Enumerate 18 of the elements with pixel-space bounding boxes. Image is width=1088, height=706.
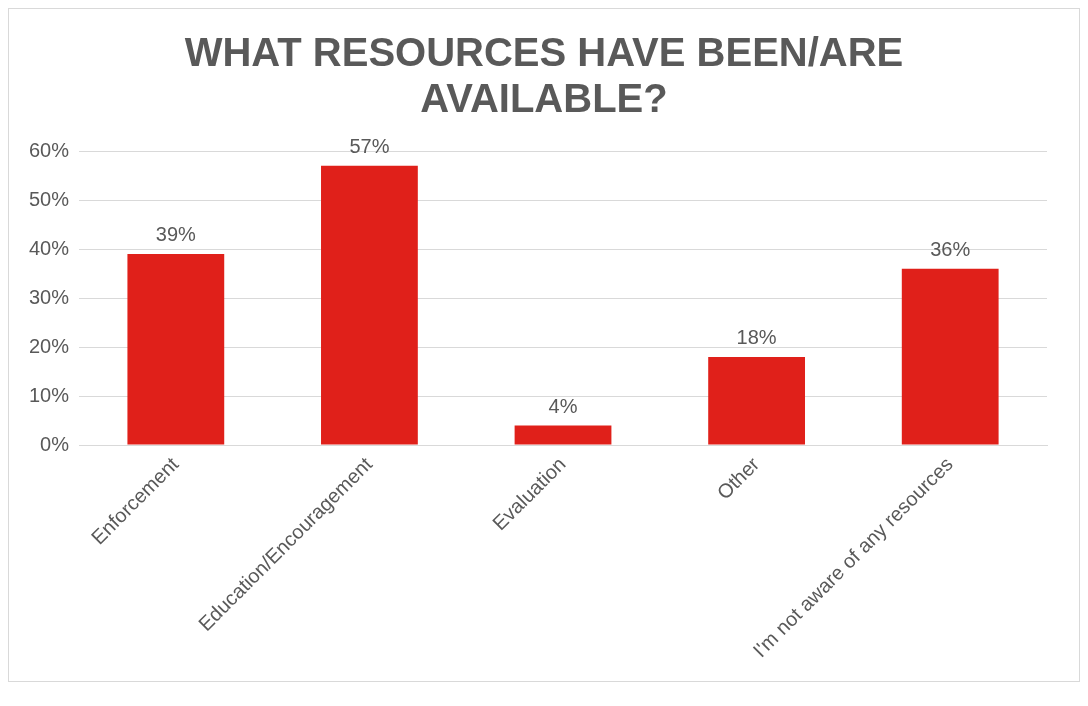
y-tick-label: 20% bbox=[29, 334, 70, 357]
bar bbox=[321, 165, 418, 445]
chart-title: WHAT RESOURCES HAVE BEEN/ARE AVAILABLE? bbox=[183, 29, 905, 121]
y-tick-label: 50% bbox=[29, 187, 70, 210]
data-label: 39% bbox=[155, 223, 197, 246]
data-label: 18% bbox=[736, 326, 777, 349]
data-label: 57% bbox=[349, 135, 390, 158]
data-label: 36% bbox=[930, 238, 971, 261]
bar bbox=[514, 425, 612, 445]
y-tick-label: 0% bbox=[40, 432, 70, 455]
bar bbox=[708, 356, 806, 445]
y-tick-label: 40% bbox=[29, 236, 70, 259]
y-tick-label: 10% bbox=[29, 383, 70, 406]
bar bbox=[127, 253, 225, 445]
y-tick-label: 30% bbox=[29, 285, 70, 308]
data-label: 4% bbox=[548, 395, 578, 418]
y-tick-label: 60% bbox=[29, 138, 70, 161]
bar bbox=[901, 268, 999, 445]
